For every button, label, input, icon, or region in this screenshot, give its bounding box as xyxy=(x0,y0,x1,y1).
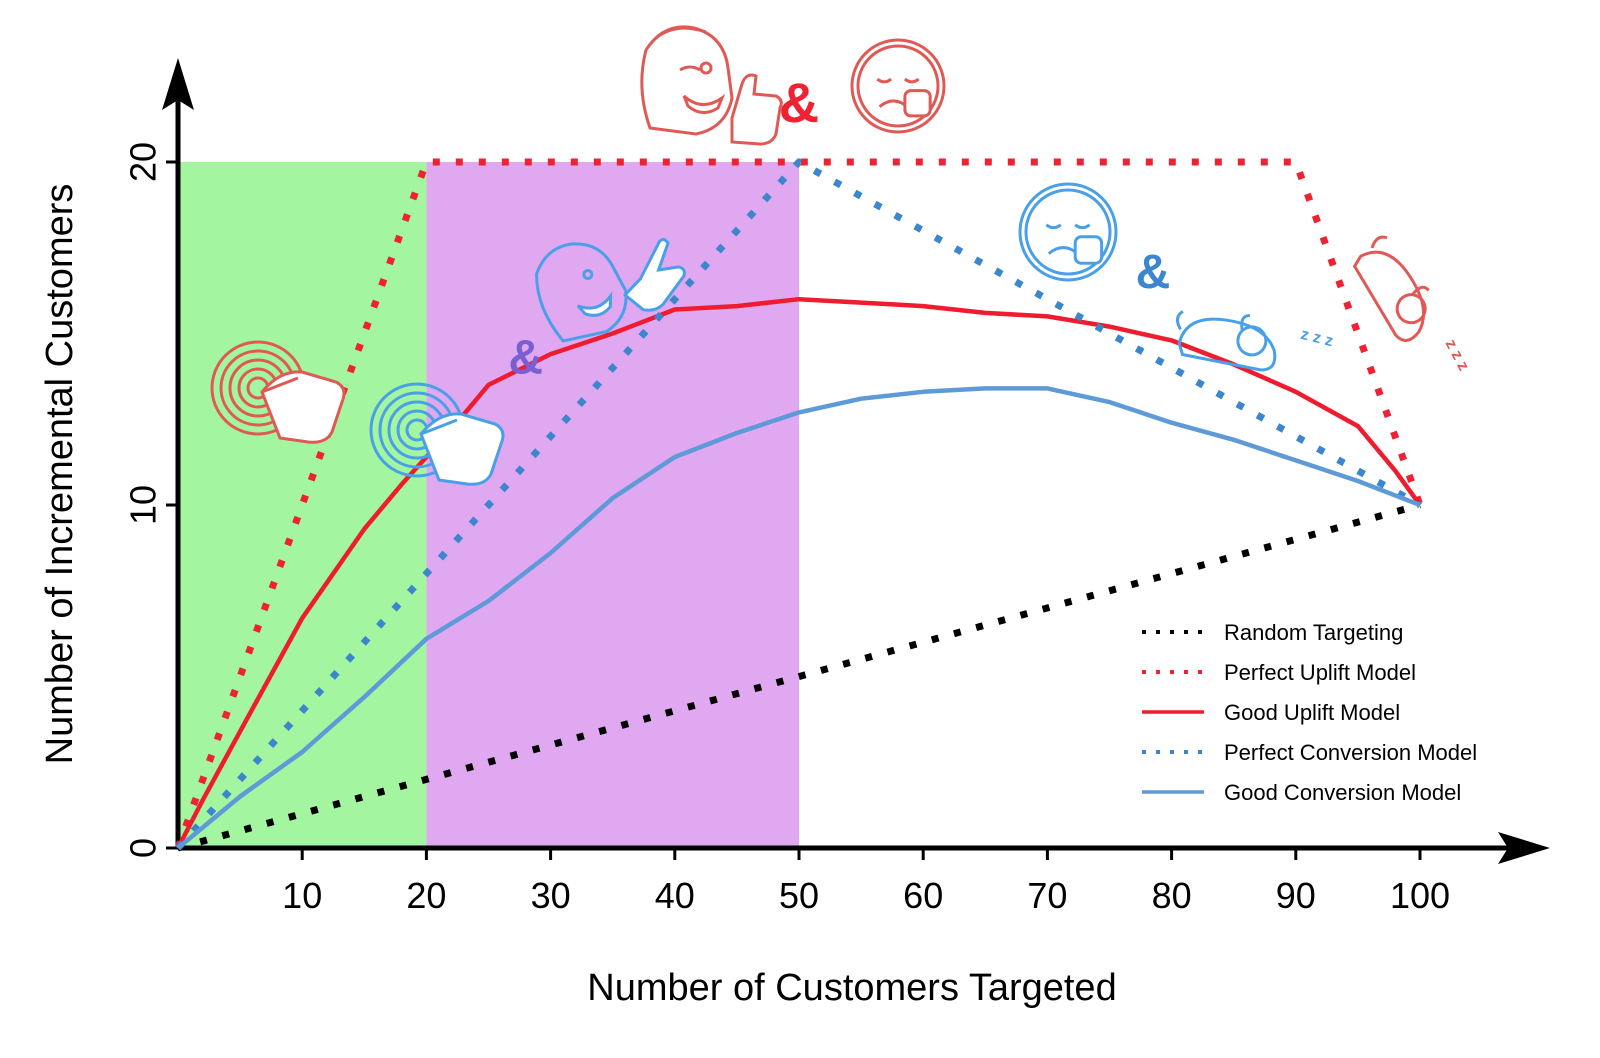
svg-text:z z z: z z z xyxy=(1299,326,1335,350)
legend-label-random-targeting: Random Targeting xyxy=(1224,620,1403,645)
y-tick-label-20: 20 xyxy=(123,142,164,182)
x-axis-title: Number of Customers Targeted xyxy=(587,967,1116,1009)
target-tap-icon xyxy=(210,340,346,444)
y-tick-label-10: 10 xyxy=(123,485,164,525)
target-tap-icon xyxy=(369,382,505,486)
ampersand-annotation-3: & xyxy=(508,332,543,385)
axis-titles: Number of Customers Targeted Number of I… xyxy=(39,184,1117,1009)
x-tick-label-80: 80 xyxy=(1152,875,1192,916)
sad-thumbs-down-face-icon xyxy=(850,38,946,134)
x-tick-label-60: 60 xyxy=(903,875,943,916)
x-tick-label-40: 40 xyxy=(655,875,695,916)
x-tick-label-50: 50 xyxy=(779,875,819,916)
winking-thumbs-up-face-icon xyxy=(640,25,783,146)
svg-text:z z z: z z z xyxy=(1442,337,1472,374)
x-tick-label-70: 70 xyxy=(1027,875,1067,916)
legend: Random Targeting Perfect Uplift Model Good… xyxy=(1142,620,1477,805)
green-region xyxy=(178,162,427,848)
sad-thumbs-down-face-icon xyxy=(1018,182,1118,282)
winking-pointing-face-icon xyxy=(535,238,686,343)
tick-labels: 10 20 30 40 50 60 70 80 90 100 0 10 20 xyxy=(123,142,1451,916)
legend-label-perfect-conversion-model: Perfect Conversion Model xyxy=(1224,740,1477,765)
legend-label-good-uplift-model: Good Uplift Model xyxy=(1224,700,1400,725)
decorative-icons: z z z z z z & & & xyxy=(210,25,1472,486)
x-tick-label-10: 10 xyxy=(282,875,322,916)
x-tick-label-20: 20 xyxy=(406,875,446,916)
series-perfect-conversion-model xyxy=(175,158,1422,851)
legend-label-perfect-uplift-model: Perfect Uplift Model xyxy=(1224,660,1416,685)
ampersand-annotation-2: & xyxy=(1136,246,1171,299)
x-axis-arrowhead xyxy=(1498,832,1550,864)
sleeping-dog-icon: z z z xyxy=(1352,235,1472,374)
y-axis-arrowhead xyxy=(162,58,194,110)
y-tick-label-0: 0 xyxy=(123,838,164,858)
x-tick-label-100: 100 xyxy=(1390,875,1450,916)
axes xyxy=(162,58,1550,864)
series-random-targeting xyxy=(177,501,1421,852)
legend-label-good-conversion-model: Good Conversion Model xyxy=(1224,780,1461,805)
sleeping-dog-icon: z z z xyxy=(1176,310,1335,372)
x-tick-label-90: 90 xyxy=(1276,875,1316,916)
ampersand-annotation-1: & xyxy=(779,71,819,134)
x-tick-label-30: 30 xyxy=(531,875,571,916)
series-good-conversion-model xyxy=(176,386,1421,850)
y-axis-title: Number of Incremental Customers xyxy=(39,184,81,765)
